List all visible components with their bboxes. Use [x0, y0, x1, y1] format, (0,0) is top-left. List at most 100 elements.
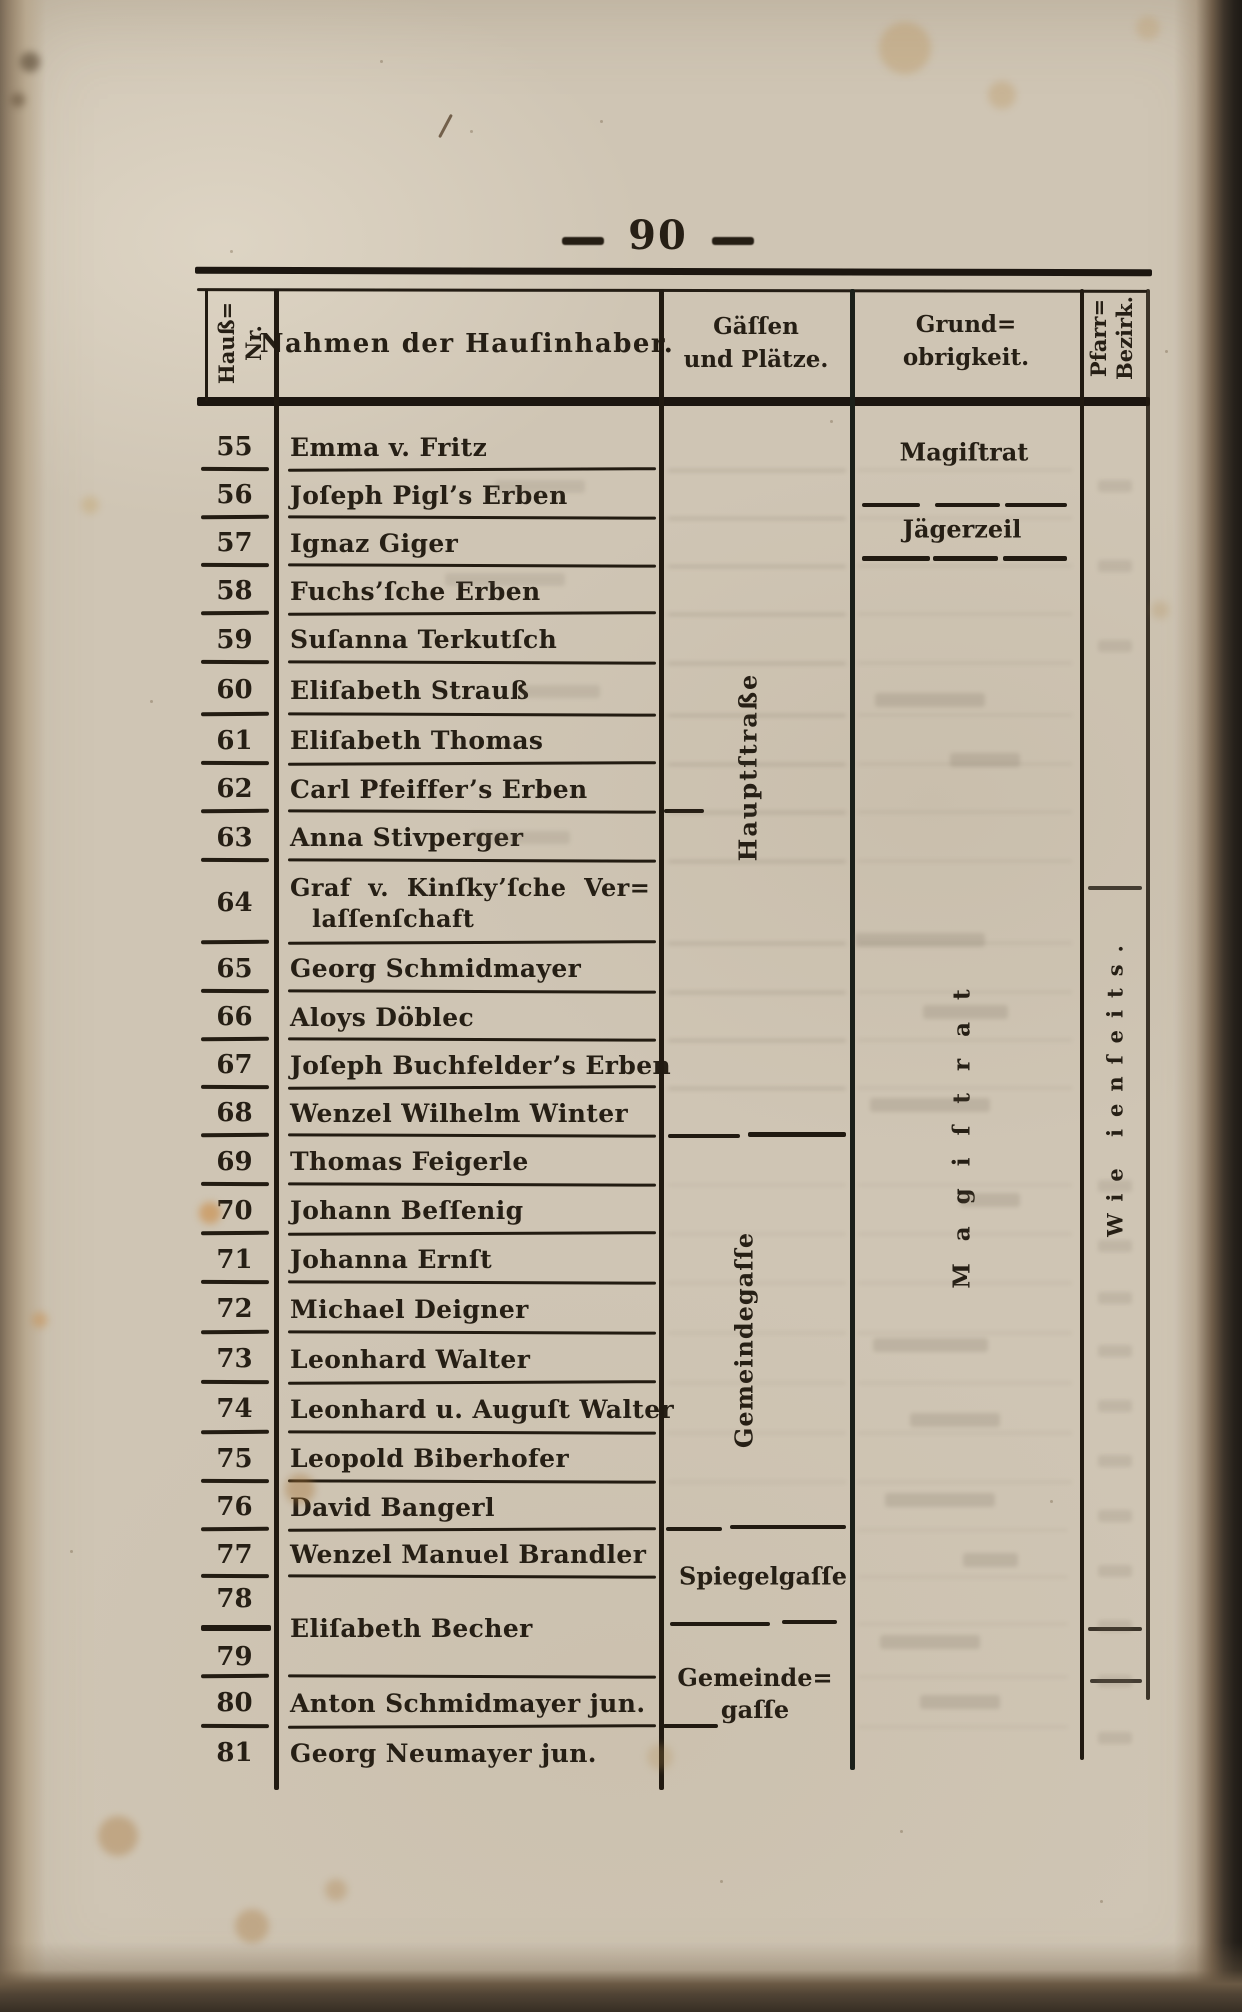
house-number: 65 — [216, 953, 253, 984]
authority-label-jaegerzeil: Jägerzeil — [902, 514, 1022, 544]
bleed-through-ghost — [858, 565, 1072, 568]
house-number: 55 — [216, 432, 253, 462]
house-number: 56 — [216, 480, 253, 510]
owner-name: Eliſabeth Thomas — [290, 726, 544, 755]
street-label-hauptstrasse: Hauptſtraße — [733, 672, 763, 862]
bleed-through-ghost — [858, 763, 1072, 766]
owner-name: Georg Neumayer jun. — [290, 1738, 597, 1768]
paper-fleck — [600, 120, 603, 123]
owner-name: Graf v. Kinſky’ſche Ver= laſſenſchaft — [274, 872, 663, 934]
paper-fleck — [900, 1830, 903, 1833]
owner-name: Eliſabeth Becher — [290, 1613, 533, 1643]
table-row: 66 Aloys Döblec — [195, 993, 663, 1041]
owner-name: Leopold Biberhofer — [290, 1444, 570, 1473]
bleed-through-ghost — [668, 1233, 846, 1236]
column-header-nahmen: Nahmen der Hauſinhaber. — [259, 329, 675, 359]
table-row: 56 Joſeph Pigl’s Erben — [195, 471, 663, 519]
bleed-through-ghost — [870, 1098, 990, 1112]
bleed-through-ghost — [855, 933, 985, 947]
rule-line — [200, 760, 270, 765]
bleed-through-ghost — [875, 693, 985, 707]
street-label-gemeindegasse-vertical: Gemeindegaſſe — [729, 1231, 759, 1449]
house-number: 79 — [216, 1642, 253, 1672]
house-number: 75 — [216, 1443, 253, 1474]
rule-line — [201, 1625, 271, 1631]
bleed-through-ghost — [1098, 1565, 1132, 1577]
rule-line — [670, 1622, 770, 1626]
bleed-through-ghost — [668, 1087, 846, 1090]
house-number: 68 — [216, 1098, 253, 1128]
table-row: 55 Emma v. Fritz — [195, 423, 663, 471]
rule-line — [200, 1723, 270, 1728]
bleed-through-ghost — [668, 763, 846, 766]
rule-line — [200, 1279, 270, 1284]
page-bottom-edge-shadow — [0, 1942, 1242, 2012]
bleed-through-ghost — [858, 1382, 1072, 1385]
table-row: 64 Graf v. Kinſky’ſche Ver= laſſenſchaft — [195, 862, 663, 944]
rule-line — [200, 1329, 270, 1334]
column-header-gaessen: Gäſſen und Plätze. — [683, 313, 829, 373]
bleed-through-ghost — [668, 811, 846, 814]
bleed-through-ghost — [858, 811, 1072, 814]
rule-line — [200, 1084, 270, 1089]
street-label-gemeindegasse: Gemeinde= gaſſe — [677, 1663, 833, 1724]
rule-line — [659, 289, 664, 1790]
rule-line — [1088, 1627, 1142, 1631]
street-label-spiegelgasse: Spiegelgaſſe — [679, 1561, 847, 1591]
bleed-through-ghost — [858, 1726, 1068, 1729]
rule-line — [748, 1132, 846, 1137]
paper-stain — [1136, 16, 1160, 40]
bleed-through-ghost — [858, 662, 1072, 665]
rule-line — [862, 556, 930, 561]
page-number-block: 90 — [548, 212, 768, 259]
bleed-through-ghost — [858, 469, 1072, 472]
rule-line — [200, 711, 270, 716]
rule-line — [200, 466, 270, 471]
paper-stain — [988, 81, 1016, 109]
owner-name: Suſanna Terkutſch — [290, 625, 558, 654]
paper-stain — [20, 52, 40, 72]
table-row: 81 Georg Neumayer jun. — [195, 1728, 663, 1778]
paper-stain — [879, 22, 931, 74]
house-number: 60 — [216, 675, 253, 705]
paper-stain — [235, 1909, 269, 1943]
house-number: 80 — [216, 1688, 253, 1718]
table-row: 59 Suſanna Terkutſch — [195, 615, 663, 664]
bleed-through-ghost — [885, 1493, 995, 1507]
page-number-dash-left — [562, 236, 605, 245]
rule-line — [664, 809, 704, 813]
rule-line — [194, 266, 1153, 277]
bleed-through-ghost — [668, 942, 846, 945]
owner-name: Johann Beſſenig — [290, 1196, 524, 1225]
table-row: 72 Michael Deigner — [195, 1284, 663, 1334]
house-number: 73 — [216, 1344, 253, 1374]
table-row: 68 Wenzel Wilhelm Winter — [195, 1089, 663, 1137]
owner-name: Anna Stivperger — [290, 823, 524, 852]
paper-fleck — [1050, 1500, 1053, 1503]
rule-line — [200, 1036, 270, 1041]
bleed-through-ghost — [858, 1529, 1068, 1532]
rule-line — [200, 1673, 270, 1678]
bleed-through-ghost — [920, 1695, 1000, 1709]
bleed-through-ghost — [1098, 480, 1132, 492]
bleed-through-ghost — [1098, 560, 1132, 572]
owner-name: Ignaz Giger — [290, 528, 459, 558]
rule-line — [200, 1429, 270, 1434]
rule-line — [1080, 289, 1084, 1760]
table-row: 76 David Bangerl — [195, 1483, 663, 1531]
table-row: 58 Fuchs’ſche Erben — [195, 567, 663, 615]
paper-stain — [1151, 601, 1169, 619]
bleed-through-ghost — [668, 1432, 846, 1435]
rule-line — [933, 556, 998, 561]
table-row: 73 Leonhard Walter — [195, 1334, 663, 1384]
rule-line — [200, 808, 270, 813]
bleed-through-ghost — [1098, 1292, 1132, 1304]
bleed-through-ghost — [910, 1413, 1000, 1427]
bleed-through-ghost — [1098, 1240, 1132, 1252]
owner-name: Carl Pfeiffer’s Erben — [290, 774, 588, 804]
rule-line — [668, 1134, 740, 1138]
bleed-through-ghost — [858, 1481, 1072, 1484]
rule-line — [782, 1620, 837, 1624]
bleed-through-ghost — [1098, 1180, 1132, 1192]
